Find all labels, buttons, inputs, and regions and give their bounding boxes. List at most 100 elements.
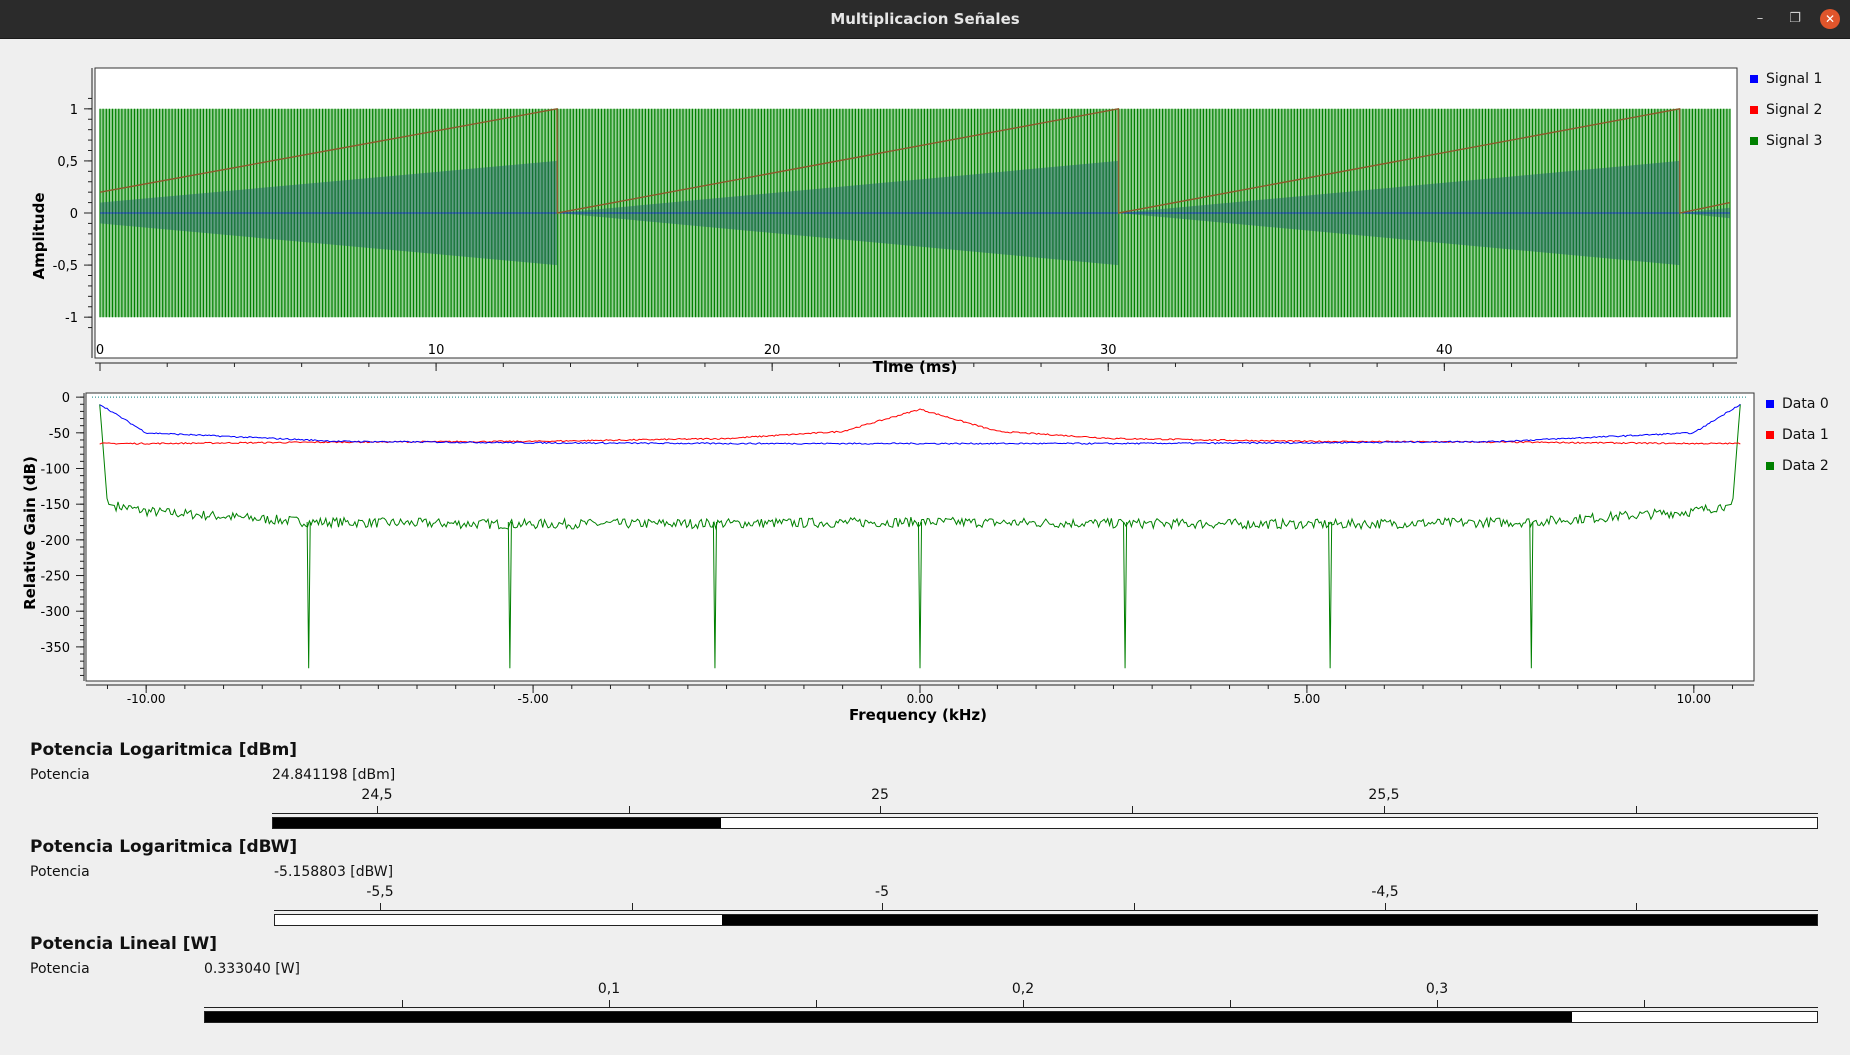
gauge-dbm-bar <box>272 817 1818 829</box>
gauge-dbm-fill <box>273 818 721 828</box>
freq-y-tick-label: -150 <box>40 498 70 513</box>
title-bar: Multiplicacion Señales – ❐ ✕ <box>0 0 1850 39</box>
gauge-w-tick <box>816 1000 817 1007</box>
time-y-tick-label: 0,5 <box>57 155 78 170</box>
freq-y-tick-label: -100 <box>40 462 70 477</box>
legend-label: Signal 1 <box>1766 70 1823 87</box>
freq-plot-axes: 0 -50 -100 -150 -200 -250 -300 -350 -10.00 -5.00 0… <box>40 391 1754 706</box>
time-x-tick-label: 20 <box>764 343 781 358</box>
gauge-dbw-tick <box>882 903 883 910</box>
gauge-dbm-value: 24.841198 [dBm] <box>272 767 396 783</box>
gauge-w-fill <box>205 1012 1572 1022</box>
gauge-dbm-label: Potencia <box>30 767 90 783</box>
time-y-tick-label: 1 <box>70 103 78 118</box>
gauge-dbm-tick <box>629 806 630 813</box>
freq-y-tick-label: -50 <box>49 427 70 442</box>
gauge-w-value: 0.333040 [W] <box>204 961 301 977</box>
time-y-tick-label: 0 <box>70 207 78 222</box>
freq-x-tick-label: 0.00 <box>907 692 934 706</box>
time-plot[interactable]: 1 0,5 0 -0,5 -1 0 10 20 30 40 Time (ms) Amplitude… <box>0 38 1850 383</box>
freq-plot-canvas[interactable]: 0 -50 -100 -150 -200 -250 -300 -350 -10.00 -5.00 0… <box>0 383 1850 733</box>
gauge-w-label: Potencia <box>30 961 90 977</box>
close-icon[interactable]: ✕ <box>1820 9 1840 29</box>
time-legend: Signal 1 Signal 2 Signal 3 <box>1750 63 1822 156</box>
legend-swatch-icon <box>1766 399 1774 408</box>
gauge-dbm-tick <box>377 806 378 813</box>
legend-item-signal-1[interactable]: Signal 1 <box>1750 63 1822 94</box>
gauge-w-tick <box>402 1000 403 1007</box>
legend-item-signal-2[interactable]: Signal 2 <box>1750 94 1822 125</box>
freq-y-tick-label: 0 <box>62 391 70 406</box>
legend-item-data-1[interactable]: Data 1 <box>1766 419 1829 450</box>
signal-2-line <box>99 107 1731 214</box>
time-plot-canvas[interactable]: 1 0,5 0 -0,5 -1 0 10 20 30 40 Time (ms) Amplitude <box>0 38 1850 383</box>
gauge-dbm-tick <box>1132 806 1133 813</box>
gauge-w-tick <box>1437 1000 1438 1007</box>
freq-ylabel: Relative Gain (dB) <box>21 456 39 610</box>
time-plot-axes: 1 0,5 0 -0,5 -1 0 10 20 30 40 <box>53 68 1737 371</box>
legend-label: Signal 2 <box>1766 101 1823 118</box>
gauge-w-tick <box>1644 1000 1645 1007</box>
gauge-w-tick <box>609 1000 610 1007</box>
freq-plot[interactable]: 0 -50 -100 -150 -200 -250 -300 -350 -10.00 -5.00 0… <box>0 383 1850 733</box>
freq-x-tick-label: -5.00 <box>518 692 549 706</box>
freq-xlabel: Frequency (kHz) <box>849 706 987 724</box>
gauge-dbw-fill <box>722 915 1817 925</box>
legend-item-signal-3[interactable]: Signal 3 <box>1750 125 1822 156</box>
data-0-line <box>99 403 1741 445</box>
legend-swatch-icon <box>1766 461 1774 470</box>
time-y-tick-label: -1 <box>65 311 78 326</box>
minimize-icon[interactable]: – <box>1756 11 1764 26</box>
freq-x-tick-label: -10.00 <box>127 692 166 706</box>
legend-label: Data 2 <box>1782 457 1829 474</box>
gauge-dbw-tick <box>1636 903 1637 910</box>
gauge-dbw-title: Potencia Logaritmica [dBW] <box>30 837 298 857</box>
freq-y-tick-label: -200 <box>40 534 70 549</box>
legend-label: Signal 3 <box>1766 132 1823 149</box>
gauge-dbw-tick <box>380 903 381 910</box>
legend-label: Data 1 <box>1782 426 1829 443</box>
legend-swatch-icon <box>1750 136 1758 145</box>
gauge-dbm-title: Potencia Logaritmica [dBm] <box>30 740 298 760</box>
restore-icon[interactable]: ❐ <box>1789 11 1801 26</box>
gauge-w-scale <box>204 1007 1818 1008</box>
freq-x-tick-label: 10.00 <box>1677 692 1711 706</box>
gauge-dbm-tick-label: 24,5 <box>361 787 393 803</box>
freq-y-tick-label: -350 <box>40 641 70 656</box>
time-x-tick-label: 10 <box>428 343 445 358</box>
gauge-dbm-tick-label: 25 <box>871 787 889 803</box>
freq-x-tick-label: 5.00 <box>1294 692 1321 706</box>
time-xlabel: Time (ms) <box>873 358 958 376</box>
gauge-dbm-tick <box>1384 806 1385 813</box>
gauge-dbw-value: -5.158803 [dBW] <box>274 864 394 880</box>
legend-swatch-icon <box>1750 105 1758 114</box>
gauge-w-tick-label: 0,2 <box>1011 981 1035 997</box>
legend-item-data-0[interactable]: Data 0 <box>1766 388 1829 419</box>
gauge-w-tick <box>1023 1000 1024 1007</box>
time-x-tick-label: 30 <box>1100 343 1117 358</box>
time-ylabel: Amplitude <box>30 192 48 279</box>
gauge-dbm-scale <box>272 813 1818 814</box>
freq-legend: Data 0 Data 1 Data 2 <box>1766 388 1829 481</box>
gauge-dbw-bar <box>274 914 1818 926</box>
gauge-w-title: Potencia Lineal [W] <box>30 934 217 954</box>
gauge-dbw-tick-label: -4,5 <box>1371 884 1399 900</box>
gauge-dbm-tick <box>880 806 881 813</box>
gauge-dbw-tick <box>1385 903 1386 910</box>
gauge-w-tick-label: 0,1 <box>597 981 621 997</box>
gauge-dbw-label: Potencia <box>30 864 90 880</box>
time-plot-marks <box>99 107 1731 318</box>
freq-y-tick-label: -300 <box>40 605 70 620</box>
gauge-dbw-tick-label: -5 <box>875 884 889 900</box>
time-x-tick-label: 40 <box>1436 343 1453 358</box>
freq-plot-marks <box>92 396 1748 669</box>
freq-y-tick-label: -250 <box>40 570 70 585</box>
gauge-w-tick-label: 0,3 <box>1425 981 1449 997</box>
gauge-w-tick <box>1230 1000 1231 1007</box>
gauge-dbw-scale <box>274 910 1818 911</box>
legend-item-data-2[interactable]: Data 2 <box>1766 450 1829 481</box>
window-title: Multiplicacion Señales <box>830 10 1020 28</box>
gauge-dbw-tick <box>1134 903 1135 910</box>
legend-swatch-icon <box>1766 430 1774 439</box>
time-y-tick-label: -0,5 <box>53 259 78 274</box>
